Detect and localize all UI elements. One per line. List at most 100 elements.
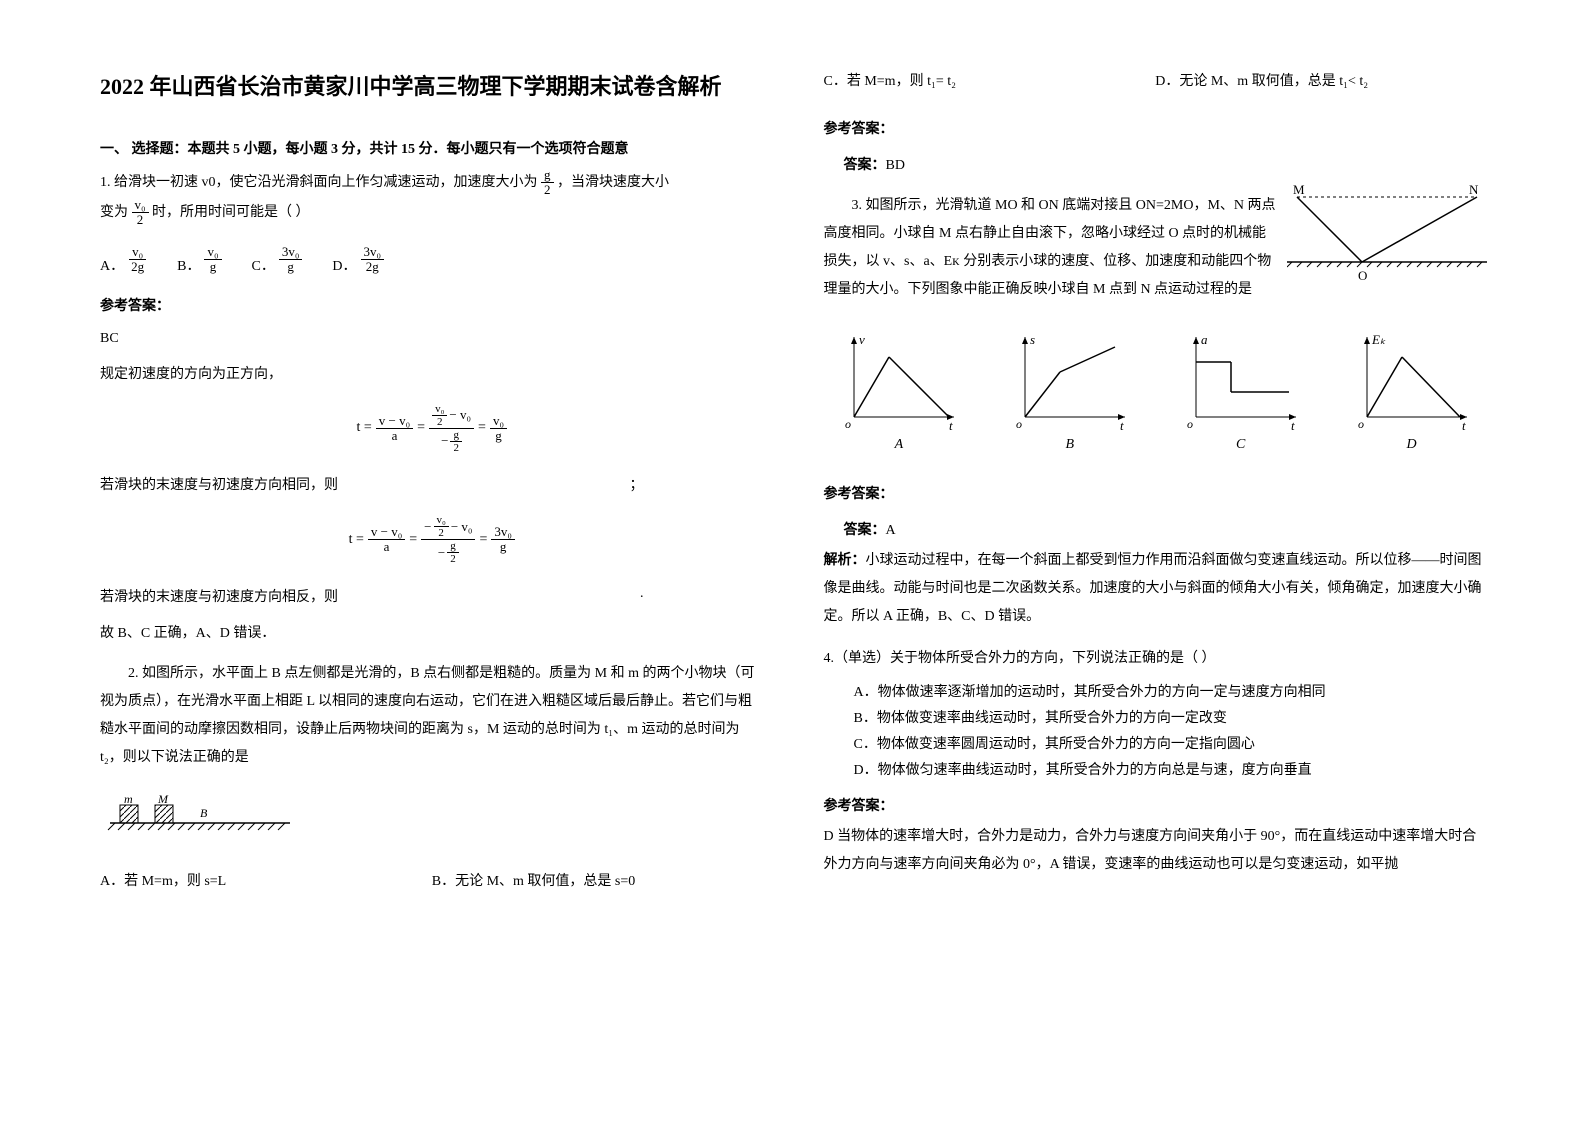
q3-block: M N O 3. 如图所示，光滑轨道 MO 和 ON 底端对接且 ON=2MO，… bbox=[824, 182, 1488, 312]
q1-expl3-pre: 若滑块的末速度与初速度方向相反，则 bbox=[100, 590, 338, 605]
left-column: 2022 年山西省长治市黄家川中学高三物理下学期期末试卷含解析 一、 选择题：本… bbox=[100, 70, 764, 1052]
inner-frac: v₀ 2 bbox=[434, 514, 449, 539]
q1-optA: A． v₀ 2g bbox=[100, 245, 147, 275]
opt-letter: A． bbox=[100, 255, 124, 275]
opt-letter: D． bbox=[332, 255, 356, 275]
eq-lhs: t = bbox=[349, 532, 364, 548]
origin: o bbox=[1358, 417, 1364, 431]
eq2-period: . bbox=[640, 586, 644, 602]
eq-eq2: = bbox=[478, 420, 486, 436]
frac-den: g bbox=[207, 260, 220, 274]
q2-optB: B．无论 M、m 取何值，总是 s=0 bbox=[432, 870, 764, 890]
q1-equation-2: t = v − v₀ a = − v₀ 2 − v₀ − g bbox=[100, 514, 764, 565]
compound-num: − v₀ 2 − v₀ bbox=[421, 514, 475, 540]
q3-expl-text: 小球运动过程中，在每一个斜面上都受到恒力作用而沿斜面做匀变速直线运动。所以位移—… bbox=[824, 553, 1482, 624]
q3-track-figure: M N O bbox=[1287, 182, 1487, 292]
inner-frac: g 2 bbox=[447, 540, 459, 565]
q2-optA: A．若 M=m，则 s=L bbox=[100, 870, 432, 890]
q1-stem-p2: ，当滑块速度大小 bbox=[557, 175, 669, 190]
origin: o bbox=[1016, 417, 1022, 431]
inner-frac: g 2 bbox=[450, 429, 462, 454]
q1-expl2: 若滑块的末速度与初速度方向相同，则 ； bbox=[100, 474, 764, 494]
axis-x: t bbox=[1462, 418, 1466, 432]
q1-optB: B． v₀ g bbox=[177, 245, 221, 275]
frac-den: a bbox=[389, 429, 401, 443]
q2-ref-ans-label: 参考答案： bbox=[824, 118, 1488, 138]
eq-frac-2: − v₀ 2 − v₀ − g 2 bbox=[421, 514, 475, 565]
right-column: C．若 M=m，则 t₁= t₂ D．无论 M、m 取何值，总是 t₁< t₂ … bbox=[824, 70, 1488, 1052]
optD-frac: 3v₀ 2g bbox=[361, 245, 385, 275]
frac-den: 2g bbox=[363, 260, 382, 274]
eq-frac-2: v₀ 2 − v₀ − g 2 bbox=[429, 403, 474, 454]
frac-den: g bbox=[284, 260, 297, 274]
neg: − bbox=[438, 546, 445, 560]
tail: − v₀ bbox=[449, 408, 471, 422]
frac-den: g bbox=[497, 540, 510, 554]
track-label-O: O bbox=[1358, 268, 1367, 283]
q2-optD: D．无论 M、m 取何值，总是 t₁< t₂ bbox=[1155, 70, 1487, 90]
frac-den: 2 bbox=[541, 183, 554, 197]
q3-explanation: 解析：小球运动过程中，在每一个斜面上都受到恒力作用而沿斜面做匀变速直线运动。所以… bbox=[824, 547, 1488, 631]
q4-options: A．物体做速率逐渐增加的运动时，其所受合外力的方向一定与速度方向相同 B．物体做… bbox=[824, 675, 1488, 785]
origin: o bbox=[1187, 417, 1193, 431]
tail: − v₀ bbox=[451, 520, 473, 534]
frac-num: 3v₀ bbox=[361, 245, 385, 260]
eq-res: 3v₀ g bbox=[491, 525, 515, 555]
frac-num: v − v₀ bbox=[368, 525, 405, 540]
frac-num: v₀ bbox=[432, 403, 447, 416]
q1-ref-ans-label: 参考答案： bbox=[100, 295, 764, 315]
axis-x: t bbox=[949, 418, 953, 432]
q2-optC: C．若 M=m，则 t₁= t₂ bbox=[824, 70, 1156, 90]
graph-B: s t o B bbox=[1010, 332, 1130, 453]
frac-den: g bbox=[492, 429, 505, 443]
origin: o bbox=[845, 417, 851, 431]
axis-x: t bbox=[1291, 418, 1295, 432]
eq-eq2: = bbox=[479, 532, 487, 548]
q2-options-row2: C．若 M=m，则 t₁= t₂ D．无论 M、m 取何值，总是 t₁< t₂ bbox=[824, 70, 1488, 90]
q1-vhalf-frac: v₀ 2 bbox=[132, 198, 149, 228]
q1-accel-frac: g 2 bbox=[541, 168, 554, 198]
q1-stem-p1: 1. 给滑块一初速 v0，使它沿光滑斜面向上作匀减速运动，加速度大小为 bbox=[100, 175, 538, 190]
frac-num: g bbox=[450, 429, 462, 442]
axis-y: v bbox=[859, 332, 865, 347]
inner-frac: v₀ 2 bbox=[432, 403, 447, 428]
compound-den: − g 2 bbox=[435, 540, 462, 565]
q1-optC: C． 3v₀ g bbox=[252, 245, 303, 275]
fig-label-B: B bbox=[200, 806, 208, 820]
q2-answer-line: 答案：BD bbox=[844, 154, 1488, 174]
eq1-semi: ； bbox=[630, 474, 644, 494]
frac-den: a bbox=[381, 540, 393, 554]
q1-answer: BC bbox=[100, 331, 764, 347]
graph-label-B: B bbox=[1010, 437, 1130, 453]
q1-expl4: 故 B、C 正确，A、D 错误． bbox=[100, 622, 764, 642]
frac-num: g bbox=[541, 168, 554, 183]
exam-title: 2022 年山西省长治市黄家川中学高三物理下学期期末试卷含解析 bbox=[100, 70, 764, 103]
graph-A: v t o A bbox=[839, 332, 959, 453]
q3-graphs: v t o A s t o B bbox=[824, 332, 1488, 453]
track-label-M: M bbox=[1293, 182, 1305, 197]
eq2-wrap: t = v − v₀ a = − v₀ 2 − v₀ − g bbox=[349, 514, 515, 565]
q4-explanation: D 当物体的速率增大时，合外力是动力，合外力与速度方向间夹角小于 90°，而在直… bbox=[824, 823, 1488, 879]
graph-D: Eₖ t o D bbox=[1352, 332, 1472, 453]
frac-num: 3v₀ bbox=[279, 245, 303, 260]
q4-optA: A．物体做速率逐渐增加的运动时，其所受合外力的方向一定与速度方向相同 bbox=[854, 681, 1488, 701]
frac-num: v₀ bbox=[132, 198, 149, 213]
axis-x: t bbox=[1120, 418, 1124, 432]
q2-figure: m M B bbox=[100, 795, 300, 845]
q4-optD: D．物体做匀速率曲线运动时，其所受合外力的方向总是与速，度方向垂直 bbox=[854, 759, 1488, 779]
frac-num: v₀ bbox=[129, 245, 146, 260]
section-1-heading: 一、 选择题：本题共 5 小题，每小题 3 分，共计 15 分．每小题只有一个选… bbox=[100, 138, 764, 158]
frac-num: 3v₀ bbox=[491, 525, 515, 540]
q4-optC: C．物体做变速率圆周运动时，其所受合外力的方向一定指向圆心 bbox=[854, 733, 1488, 753]
lead: − bbox=[424, 520, 431, 534]
neg: − bbox=[441, 434, 448, 448]
graph-A-svg: v t o bbox=[839, 332, 959, 432]
opt-letter: B． bbox=[177, 255, 200, 275]
q1-stem-p3: 变为 bbox=[100, 205, 128, 220]
q3-ref-ans-label: 参考答案： bbox=[824, 483, 1488, 503]
fig-label-M: M bbox=[157, 795, 169, 806]
axis-y: a bbox=[1201, 332, 1208, 347]
graph-C-svg: a t o bbox=[1181, 332, 1301, 432]
q3-answer: A bbox=[886, 523, 896, 538]
q1-expl3: 若滑块的末速度与初速度方向相反，则 . bbox=[100, 586, 764, 606]
